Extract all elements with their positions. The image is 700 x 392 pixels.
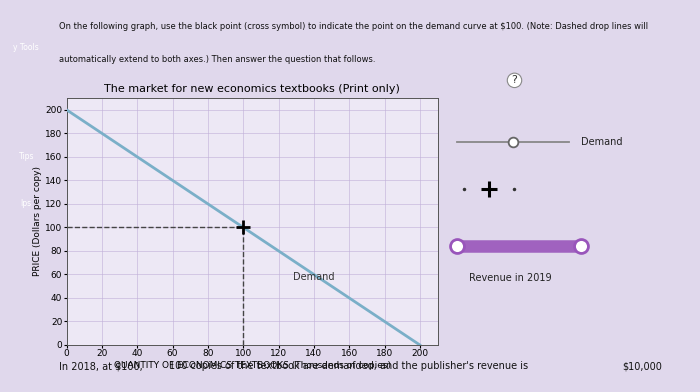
Text: automatically extend to both axes.) Then answer the question that follows.: automatically extend to both axes.) Then… [59, 55, 375, 64]
Text: y Tools: y Tools [13, 43, 39, 51]
Text: On the following graph, use the black point (cross symbol) to indicate the point: On the following graph, use the black po… [59, 22, 648, 31]
Text: $10,000: $10,000 [622, 361, 662, 371]
Y-axis label: PRICE (Dollars per copy): PRICE (Dollars per copy) [34, 167, 42, 276]
Text: In 2018, at $100,: In 2018, at $100, [59, 361, 143, 371]
X-axis label: QUANTITY OF ECONOMICS TEXTBOOKS (Thousands of copies): QUANTITY OF ECONOMICS TEXTBOOKS (Thousan… [113, 361, 391, 370]
Title: The market for new economics textbooks (Print only): The market for new economics textbooks (… [104, 84, 400, 94]
Text: Tips: Tips [18, 152, 34, 161]
Text: Demand: Demand [293, 272, 334, 282]
Text: Demand: Demand [581, 138, 623, 147]
Text: Ips: Ips [21, 200, 32, 208]
Text: Revenue in 2019: Revenue in 2019 [469, 273, 552, 283]
Text: 100 copies of the textbook are demanded, and the publisher's revenue is: 100 copies of the textbook are demanded,… [169, 361, 528, 371]
Text: ?: ? [512, 75, 517, 85]
